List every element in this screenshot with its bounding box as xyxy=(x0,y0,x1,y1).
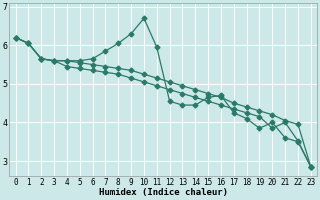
X-axis label: Humidex (Indice chaleur): Humidex (Indice chaleur) xyxy=(99,188,228,197)
